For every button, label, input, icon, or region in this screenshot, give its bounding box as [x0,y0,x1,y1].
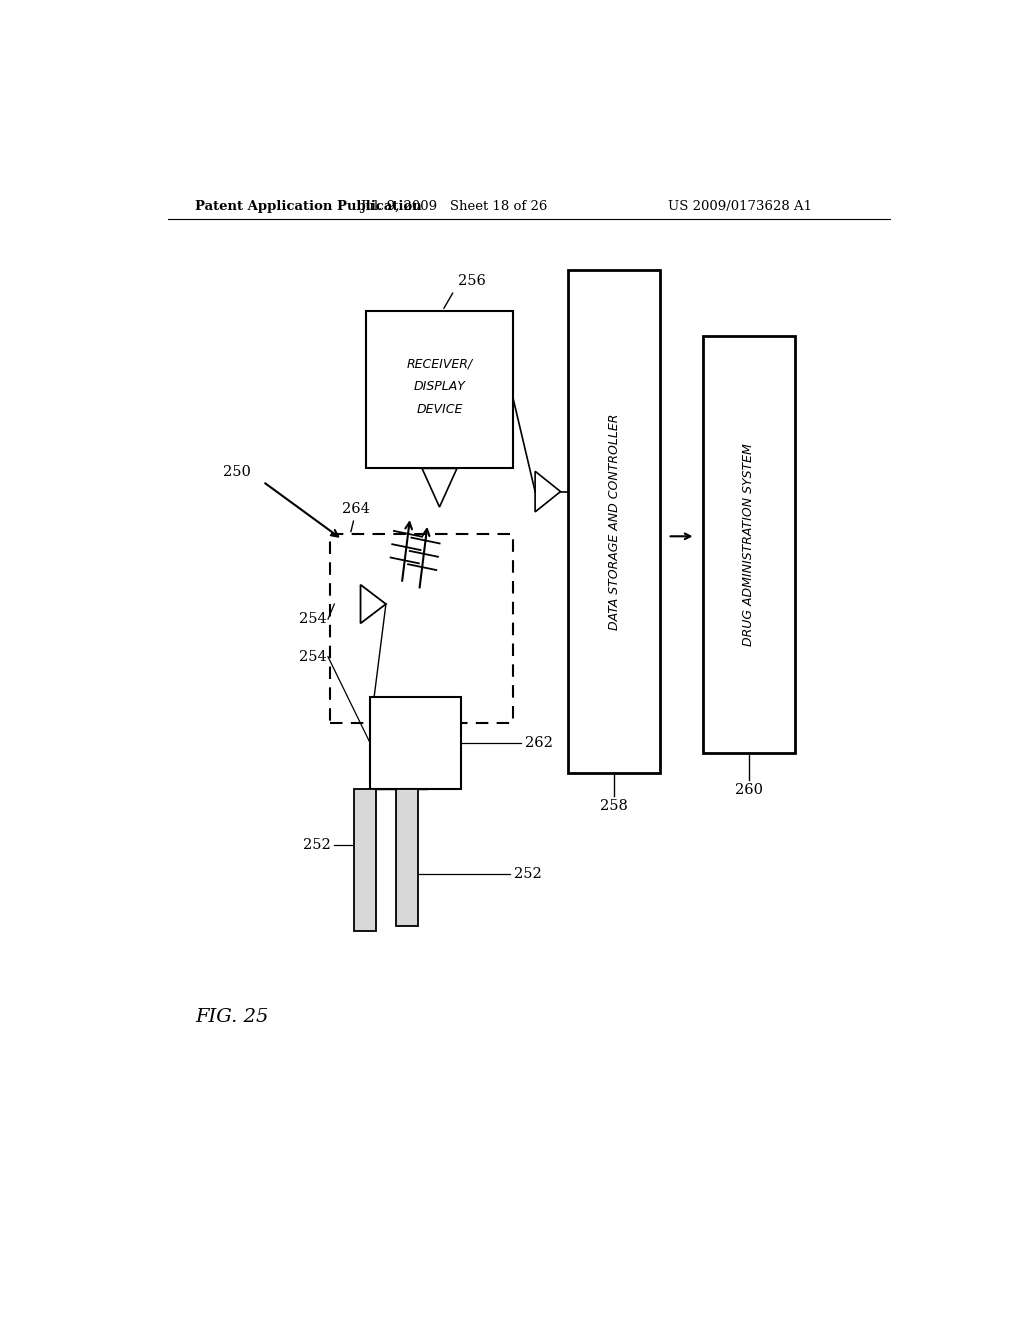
Text: DISPLAY: DISPLAY [414,380,466,393]
Text: 260: 260 [735,784,763,797]
Text: DEVICE: DEVICE [417,404,463,416]
Text: 256: 256 [458,275,486,289]
Text: 252: 252 [303,838,331,853]
Text: US 2009/0173628 A1: US 2009/0173628 A1 [668,199,812,213]
Text: RECEIVER/: RECEIVER/ [407,358,472,371]
Text: 250: 250 [223,465,251,479]
Text: 264: 264 [342,502,370,516]
Text: 258: 258 [600,799,628,813]
Text: Patent Application Publication: Patent Application Publication [196,199,422,213]
Bar [396,788,419,925]
Bar [331,535,513,722]
Bar [370,697,461,788]
Text: 254: 254 [299,649,327,664]
Text: DRUG ADMINISTRATION SYSTEM: DRUG ADMINISTRATION SYSTEM [742,444,756,645]
Bar [703,337,795,752]
Text: 262: 262 [524,735,553,750]
Text: 254: 254 [299,612,327,626]
Bar [568,271,659,774]
Text: 252: 252 [514,867,542,880]
Bar [354,788,377,931]
Bar [367,312,513,469]
Text: Jul. 9, 2009   Sheet 18 of 26: Jul. 9, 2009 Sheet 18 of 26 [359,199,547,213]
Text: DATA STORAGE AND CONTROLLER: DATA STORAGE AND CONTROLLER [607,413,621,630]
Text: FIG. 25: FIG. 25 [196,1008,269,1026]
